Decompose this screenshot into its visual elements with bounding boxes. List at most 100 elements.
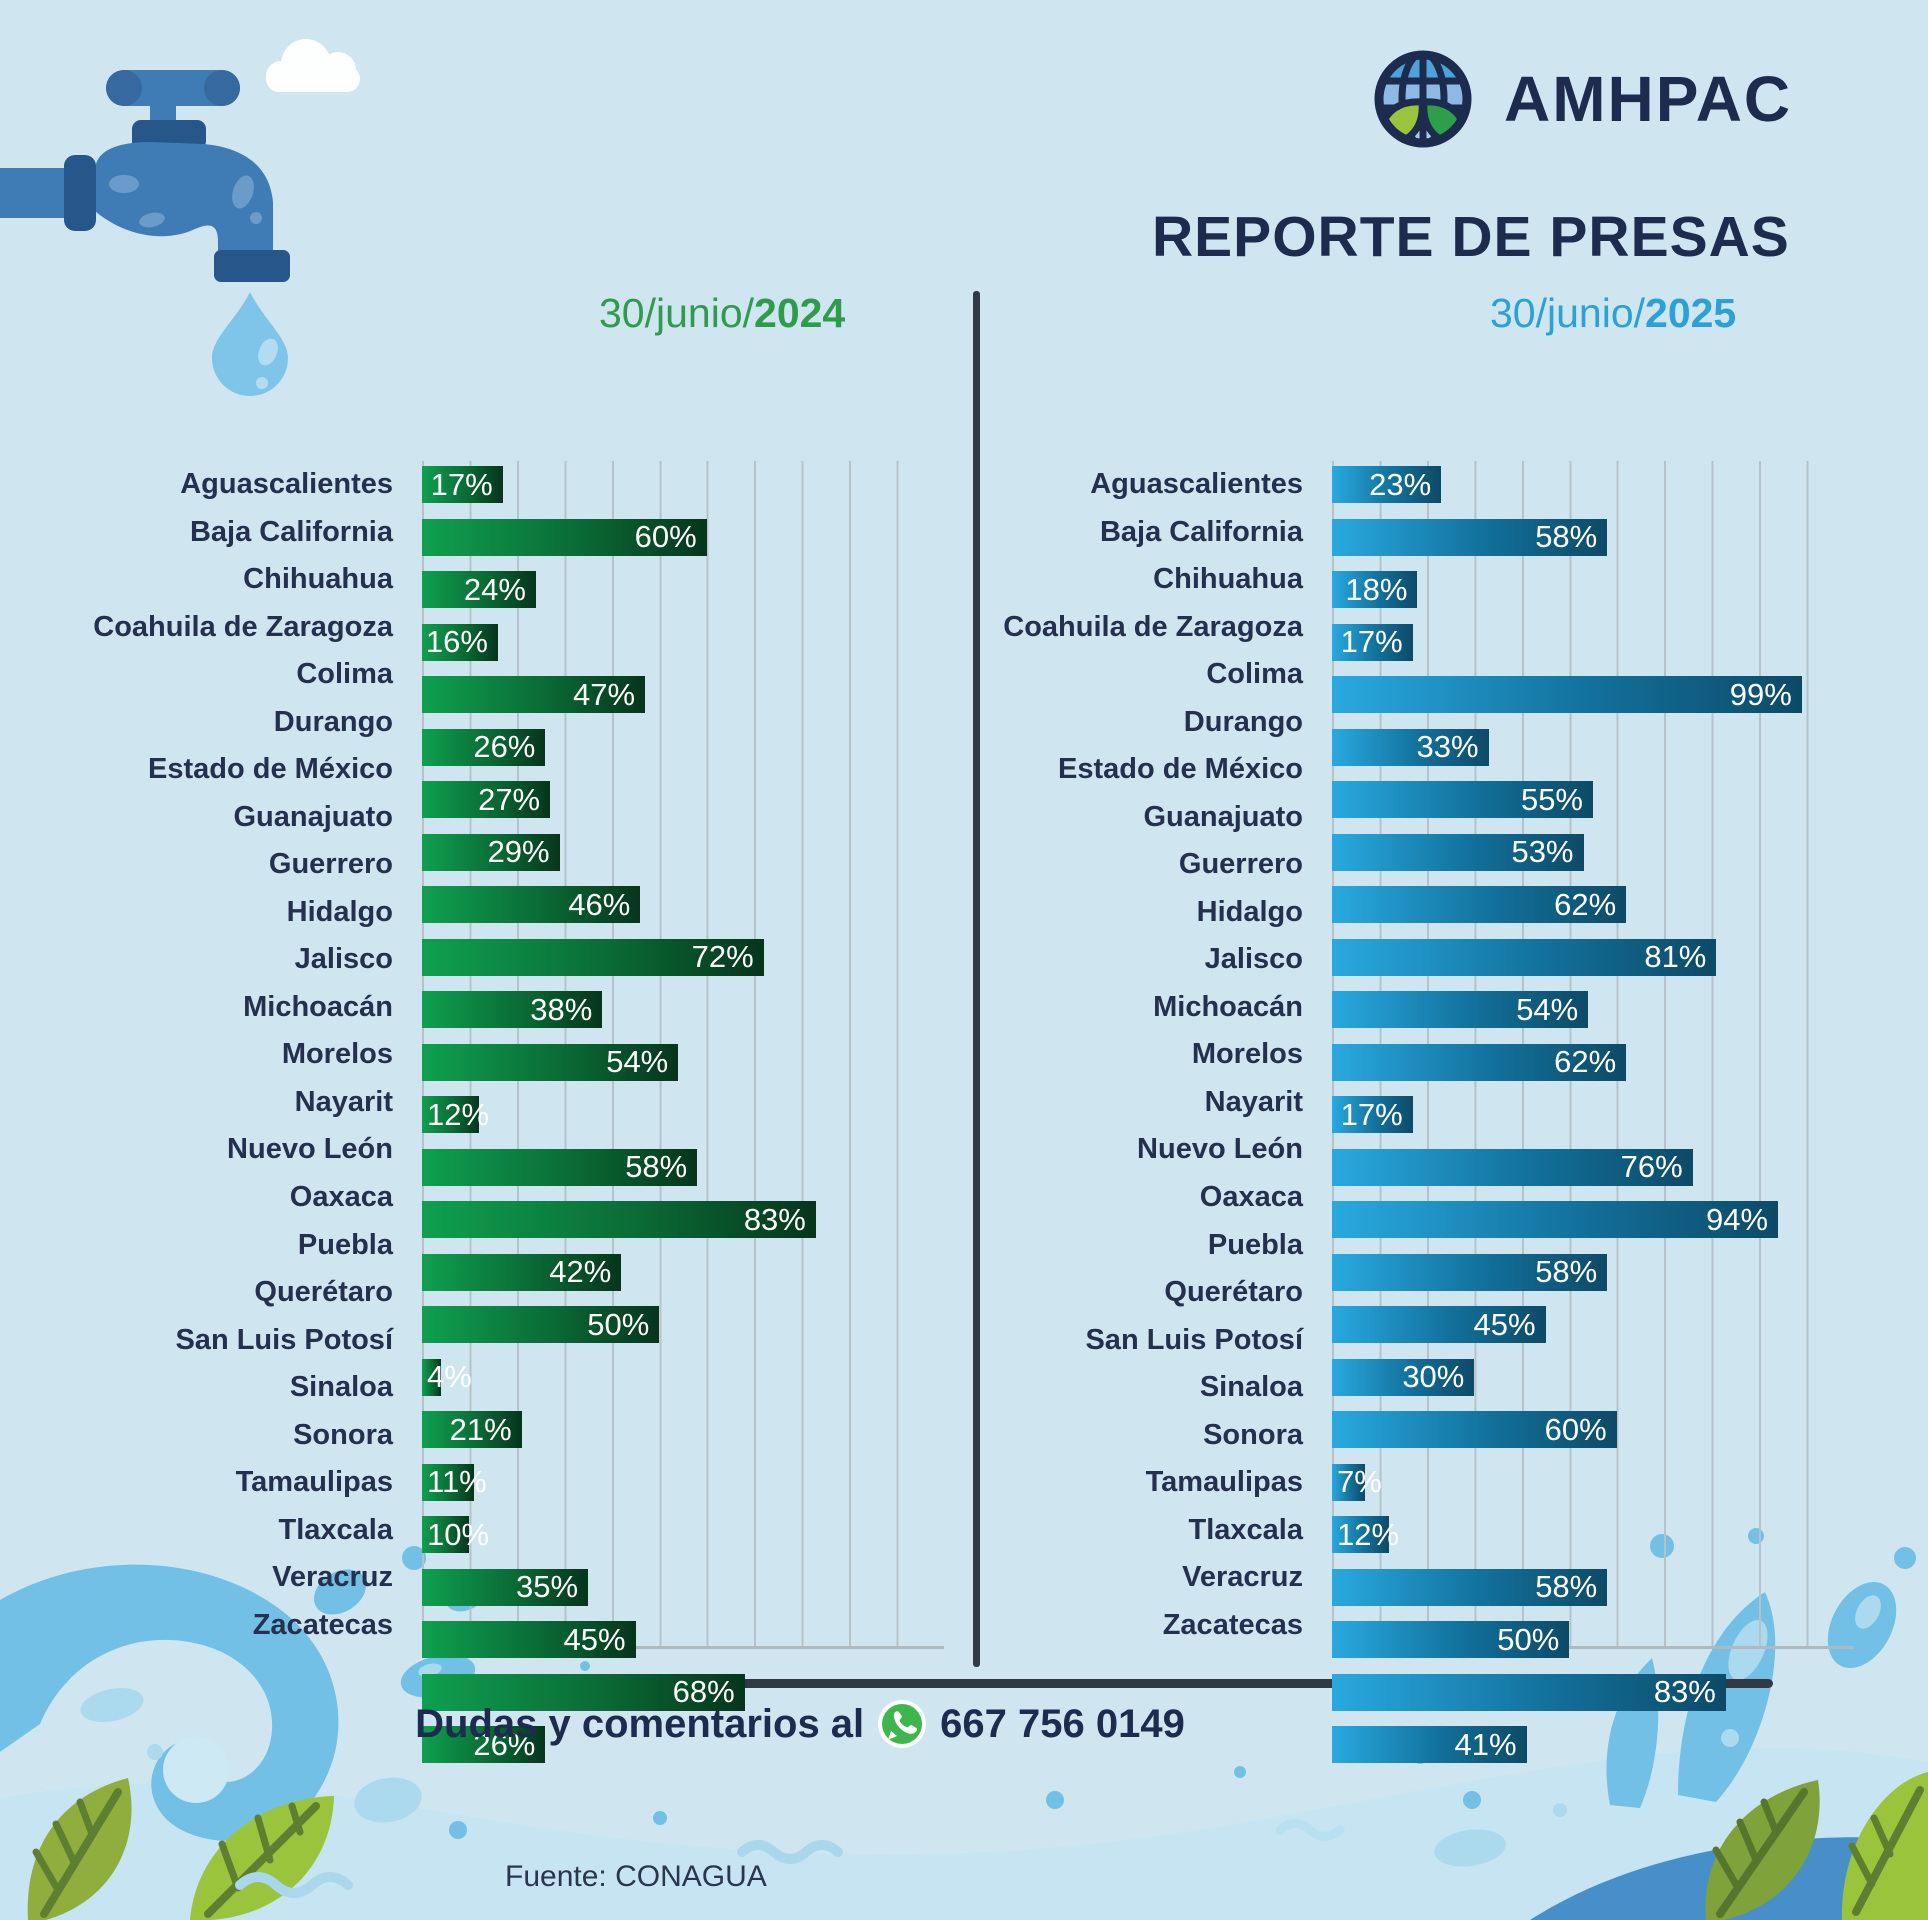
value-bar: 35%	[422, 1568, 589, 1606]
value-label: 53%	[1511, 834, 1574, 870]
state-label: Querétaro	[254, 1276, 393, 1309]
chart-row: 38%	[422, 991, 944, 1039]
value-bar: 26%	[422, 728, 546, 766]
state-label: Michoacán	[1153, 990, 1303, 1023]
state-label: Morelos	[281, 1038, 393, 1071]
state-label: Chihuahua	[1153, 563, 1303, 596]
leaf-decoration-left	[27, 1778, 334, 1920]
chart-row: 47%	[422, 676, 944, 724]
chart-row: 72%	[422, 938, 944, 987]
value-label: 18%	[1345, 571, 1408, 607]
state-label: Nayarit	[1204, 1085, 1303, 1118]
water-drop-icon	[212, 292, 288, 396]
value-label: 50%	[1497, 1621, 1560, 1657]
value-label: 83%	[1653, 1674, 1716, 1710]
value-bar: 60%	[422, 518, 707, 556]
state-label: Estado de México	[148, 753, 393, 786]
value-bar: 54%	[1332, 991, 1589, 1029]
value-label: 76%	[1620, 1149, 1683, 1185]
value-bar: 46%	[422, 886, 641, 924]
value-label: 17%	[430, 466, 493, 502]
chart-row: 62%	[1332, 886, 1854, 934]
page-title: REPORTE DE PRESAS	[1152, 205, 1790, 269]
chart-row: 23%	[1332, 466, 1854, 514]
chart-row: 33%	[1332, 728, 1854, 777]
value-label: 58%	[1535, 1569, 1598, 1605]
value-label: 26%	[473, 729, 536, 765]
chart-row: 81%	[1332, 938, 1854, 987]
value-bar: 42%	[422, 1253, 622, 1291]
chart-row: 17%	[422, 466, 944, 514]
state-label: Coahuila de Zaragoza	[1003, 610, 1303, 643]
value-bar: 60%	[1332, 1411, 1617, 1449]
value-label: 24%	[463, 571, 526, 607]
chart-row: 55%	[1332, 781, 1854, 829]
value-label: 17%	[1340, 624, 1403, 660]
state-label: Colima	[296, 658, 393, 691]
chart-row: 26%	[422, 1726, 944, 1774]
value-bar: 17%	[422, 466, 503, 503]
value-label: 47%	[572, 676, 636, 712]
value-bar: 58%	[422, 1148, 698, 1186]
chart-row: 83%	[1332, 1673, 1854, 1722]
chart-row: 41%	[1332, 1726, 1854, 1774]
value-label: 27%	[478, 781, 541, 817]
chart-row: 12%	[422, 1096, 944, 1144]
state-label: Michoacán	[243, 990, 393, 1023]
state-labels-column: Aguascalientes Baja California Chihuahua Co…	[60, 461, 393, 1649]
state-label: Durango	[273, 705, 393, 738]
value-bar: 10%	[422, 1516, 489, 1554]
value-label: 17%	[1340, 1096, 1403, 1132]
value-label: 16%	[425, 624, 488, 660]
state-label: Oaxaca	[1199, 1180, 1303, 1213]
value-label: 62%	[1554, 886, 1617, 922]
chart-row: 45%	[1332, 1306, 1854, 1354]
value-label: 46%	[568, 886, 631, 922]
vertical-divider	[973, 291, 980, 1667]
value-bar: 72%	[422, 938, 764, 976]
state-label: Sinaloa	[1199, 1371, 1303, 1404]
chart-row: 53%	[1332, 833, 1854, 882]
state-label: Hidalgo	[1196, 895, 1303, 928]
state-label: Querétaro	[1164, 1276, 1303, 1309]
value-bar: 30%	[1332, 1358, 1475, 1396]
state-label: San Luis Potosí	[1085, 1323, 1303, 1356]
state-label: Hidalgo	[286, 895, 393, 928]
state-label: Tlaxcala	[278, 1513, 393, 1546]
value-label: 11%	[427, 1464, 487, 1500]
value-label: 7%	[1337, 1464, 1382, 1500]
date-2025: 30/junio/2025	[1490, 290, 1737, 336]
value-bar: 45%	[1332, 1306, 1546, 1344]
state-label: Tamaulipas	[235, 1466, 393, 1499]
state-label: Veracruz	[1182, 1561, 1303, 1594]
value-label: 83%	[743, 1201, 806, 1237]
value-label: 4%	[427, 1359, 472, 1395]
value-bar: 83%	[422, 1201, 816, 1239]
chart-row: 29%	[422, 833, 944, 882]
value-bar: 62%	[1332, 1043, 1627, 1081]
faucet-illustration	[0, 39, 360, 396]
state-label: Morelos	[1191, 1038, 1303, 1071]
value-bar: 21%	[422, 1411, 522, 1449]
chart-row: 30%	[1332, 1358, 1854, 1407]
wave-squiggles	[235, 1819, 1345, 1898]
chart-row: 17%	[1332, 623, 1854, 672]
state-label: Baja California	[189, 515, 393, 548]
value-bar: 81%	[1332, 938, 1717, 976]
value-bar: 58%	[1332, 1568, 1608, 1606]
chart-row: 58%	[422, 1148, 944, 1197]
value-label: 10%	[427, 1516, 490, 1552]
state-label: Aguascalientes	[180, 468, 393, 501]
value-bar: 12%	[422, 1096, 489, 1134]
state-label: Colima	[1206, 658, 1303, 691]
value-bar: 53%	[1332, 833, 1584, 871]
value-label: 45%	[563, 1621, 626, 1657]
chart-row: 58%	[1332, 1253, 1854, 1302]
value-bar: 26%	[422, 1726, 546, 1764]
chart-row: 35%	[422, 1568, 944, 1617]
chart-row: 83%	[422, 1201, 944, 1249]
contact-phone: 667 756 0149	[940, 1701, 1185, 1746]
value-bar: 94%	[1332, 1201, 1779, 1239]
value-bar: 54%	[422, 1043, 679, 1081]
plot-area-2025: 23% 58% 18% 17% 99% 33% 55% 53% 62% 81% 54% 62% 17% 7…	[1332, 461, 1854, 1764]
